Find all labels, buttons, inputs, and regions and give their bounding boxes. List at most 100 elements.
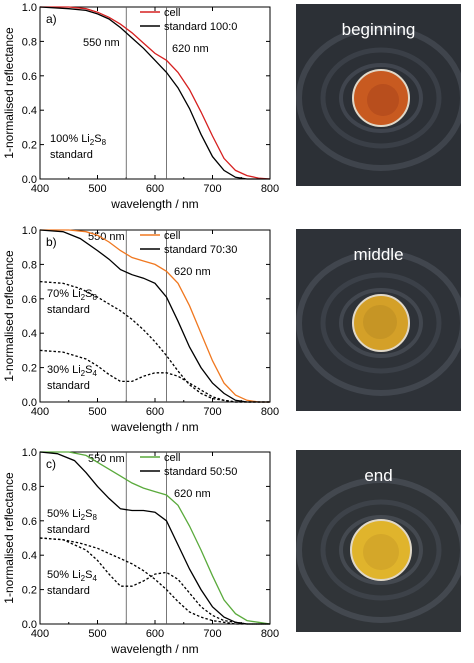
composition-text-part: 2 [81, 369, 86, 378]
y-tick-label: 0.6 [22, 294, 37, 306]
marker-label-550: 550 nm [88, 231, 125, 243]
x-tick-label: 600 [146, 183, 164, 195]
composition-text-part: 8 [102, 138, 107, 147]
composition-text-part: S [85, 508, 92, 520]
marker-label-620: 620 nm [172, 43, 209, 55]
chart-panel-3: 400 500 600 700 800 0.0 0.2 0.4 0.6 0.8 1.0 wavelen… [2, 447, 279, 656]
photo-end: end [296, 450, 461, 632]
composition-standard: standard [50, 149, 93, 161]
composition-text-part: S [85, 288, 92, 300]
y-axis-label: 1-normalised reflectance [2, 250, 16, 382]
photo-image [296, 450, 461, 632]
x-tick-label: 800 [261, 628, 279, 640]
y-tick-label: 0.0 [22, 174, 37, 186]
y-tick-label: 1.0 [22, 447, 37, 459]
composition-standard: standard [47, 524, 90, 536]
composition-label: 50% Li2S4 [47, 569, 97, 583]
series-line-4 [39, 537, 270, 625]
y-tick-label: 0.8 [22, 36, 37, 48]
legend-label: cell [164, 452, 181, 464]
x-axis-label: wavelength / nm [110, 420, 198, 434]
composition-text-part: S [85, 569, 92, 581]
composition-label: 100% Li2S8 [50, 133, 107, 147]
series-line-3 [39, 537, 270, 625]
panel-label: a) [46, 12, 57, 26]
x-tick-label: 500 [88, 628, 106, 640]
series-line-4 [39, 349, 270, 403]
y-tick-label: 0.0 [22, 619, 37, 631]
composition-standard: standard [47, 304, 90, 316]
x-tick-label: 500 [88, 183, 106, 195]
x-axis-label: wavelength / nm [110, 197, 198, 211]
panel-label: c) [46, 457, 56, 471]
photo-label: middle [353, 245, 404, 264]
x-tick-label: 400 [31, 406, 49, 418]
composition-text-part: S [94, 133, 101, 145]
legend-label: standard 100:0 [164, 21, 237, 33]
y-tick-label: 1.0 [22, 225, 37, 237]
y-tick-label: 0.6 [22, 516, 37, 528]
marker-label-550: 550 nm [88, 453, 125, 465]
marker-label-620: 620 nm [174, 488, 211, 500]
x-tick-label: 700 [203, 406, 221, 418]
x-tick-label: 800 [261, 406, 279, 418]
composition-text-part: 2 [81, 574, 86, 583]
composition-text-part: 50% Li [47, 569, 81, 581]
composition-label: 30% Li2S4 [47, 364, 97, 378]
legend-label: cell [164, 230, 181, 242]
composition-text-part: 4 [92, 369, 97, 378]
series-line-2 [39, 451, 270, 625]
series-line-2 [39, 6, 270, 180]
composition-label: 50% Li2S8 [47, 508, 97, 522]
x-tick-label: 600 [146, 628, 164, 640]
y-tick-label: 1.0 [22, 2, 37, 14]
series-line-1 [40, 229, 270, 403]
photo-image [296, 229, 461, 411]
composition-text-part: 30% Li [47, 364, 81, 376]
legend-label: standard 70:30 [164, 244, 237, 256]
marker-label-620: 620 nm [174, 266, 211, 278]
composition-text-part: 8 [92, 293, 97, 302]
y-tick-label: 0.2 [22, 363, 37, 375]
y-tick-label: 0.8 [22, 259, 37, 271]
chart-panel-1: 400 500 600 700 800 0.0 0.2 0.4 0.6 0.8 1.0 wavelen… [2, 2, 279, 211]
photo-middle: middle [296, 229, 461, 411]
y-tick-label: 0.0 [22, 397, 37, 409]
chart-panel-2: 400 500 600 700 800 0.0 0.2 0.4 0.6 0.8 1.0 wavelen… [2, 225, 279, 434]
composition-text-part: 100% Li [50, 133, 90, 145]
composition-text-part: 2 [81, 513, 86, 522]
composition-text-part: 2 [81, 293, 86, 302]
y-tick-label: 0.4 [22, 105, 37, 117]
series-line-1 [40, 451, 271, 625]
photo-beginning: beginning [296, 4, 461, 186]
composition-text-part: 70% Li [47, 288, 81, 300]
y-tick-label: 0.2 [22, 585, 37, 597]
y-tick-label: 0.6 [22, 71, 37, 83]
x-tick-label: 400 [31, 628, 49, 640]
x-tick-label: 600 [146, 406, 164, 418]
x-tick-label: 800 [261, 183, 279, 195]
series-line-2 [39, 229, 270, 403]
composition-standard: standard [47, 380, 90, 392]
composition-label: 70% Li2S8 [47, 288, 97, 302]
legend-label: standard 50:50 [164, 466, 237, 478]
y-axis-label: 1-normalised reflectance [2, 472, 16, 604]
y-tick-label: 0.8 [22, 481, 37, 493]
photo-label: beginning [341, 20, 416, 39]
composition-text-part: 50% Li [47, 508, 81, 520]
composition-text-part: 2 [90, 138, 95, 147]
composition-text-part: S [85, 364, 92, 376]
y-axis-label: 1-normalised reflectance [2, 27, 16, 159]
x-tick-label: 500 [88, 406, 106, 418]
x-tick-label: 700 [203, 183, 221, 195]
y-tick-label: 0.2 [22, 140, 37, 152]
x-tick-label: 700 [203, 628, 221, 640]
x-axis-label: wavelength / nm [110, 642, 198, 656]
composition-text-part: 8 [92, 513, 97, 522]
y-tick-label: 0.4 [22, 550, 37, 562]
panel-label: b) [46, 235, 57, 249]
marker-label-550: 550 nm [83, 37, 120, 49]
series-line-1 [40, 6, 271, 180]
photo-image [296, 4, 461, 186]
